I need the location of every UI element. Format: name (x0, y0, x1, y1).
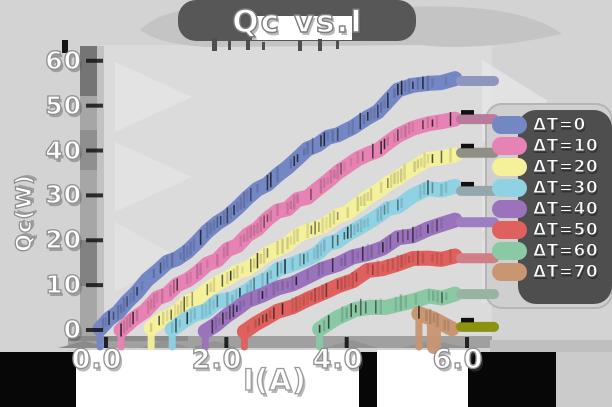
y-tick-10: 10 (45, 269, 82, 299)
legend-label: ΔT=40 (532, 198, 599, 219)
legend-swatch-dt40 (492, 199, 527, 218)
legend-swatch-dt20 (492, 157, 527, 176)
legend-label: ΔT=50 (532, 219, 599, 240)
title-backdrop (140, 0, 562, 51)
legend-item-dt40: ΔT=40 (492, 198, 610, 219)
legend-item-dt70: ΔT=70 (492, 261, 610, 282)
x-axis-label: I(A) (242, 362, 307, 397)
chart-title: Qc vs.I (232, 3, 364, 40)
legend-label: ΔT=0 (533, 114, 586, 135)
y-tick-0: 0 (63, 314, 82, 344)
legend-swatch-dt10 (492, 136, 527, 155)
legend-item-dt30: ΔT=30 (492, 177, 610, 198)
x-tick-4: 4.0 (312, 343, 364, 375)
legend-item-dt20: ΔT=20 (492, 156, 610, 177)
x-tick-6: 6.0 (432, 343, 484, 375)
legend-label: ΔT=20 (532, 156, 599, 177)
y-tick-60: 60 (45, 45, 82, 75)
axis-tick-marks (86, 58, 470, 348)
y-tick-30: 30 (45, 179, 82, 209)
legend-item-dt50: ΔT=50 (492, 219, 610, 240)
legend-item-dt10: ΔT=10 (492, 135, 610, 156)
y-tick-40: 40 (45, 135, 82, 165)
legend-label: ΔT=70 (532, 261, 599, 282)
x-tick-0: 0.0 (71, 343, 123, 375)
bottom-band (0, 340, 612, 407)
legend-swatch-dt0 (492, 115, 527, 134)
legend-label: ΔT=60 (532, 240, 599, 261)
legend-swatch-dt70 (492, 262, 527, 281)
legend-label: ΔT=10 (532, 135, 599, 156)
series-lines (92, 71, 463, 354)
legend-label: ΔT=30 (532, 177, 599, 198)
y-tick-50: 50 (45, 90, 82, 120)
y-axis-label: Qc(W) (11, 174, 36, 253)
legend-swatch-dt30 (492, 178, 527, 197)
legend-item-dt60: ΔT=60 (492, 240, 610, 261)
legend: ΔT=0 ΔT=10 ΔT=20 ΔT=30 ΔT=40 ΔT=50 ΔT=60… (492, 114, 610, 282)
y-tick-20: 20 (45, 224, 82, 254)
x-tick-2: 2.0 (191, 343, 243, 375)
legend-swatch-dt60 (492, 241, 527, 260)
series-end-caps (456, 75, 499, 332)
legend-item-dt0: ΔT=0 (492, 114, 610, 135)
legend-swatch-dt50 (492, 220, 527, 239)
